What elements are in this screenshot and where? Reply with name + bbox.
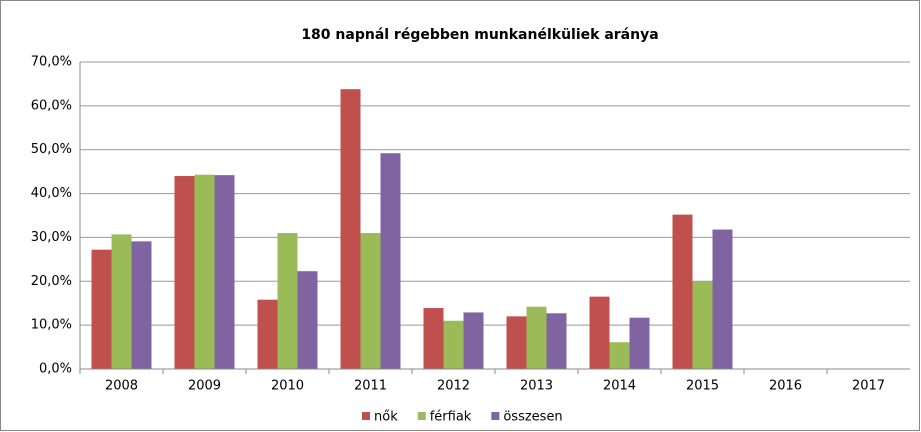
bar xyxy=(692,281,713,369)
y-tick-label: 0,0% xyxy=(39,362,72,377)
chart-title: 180 napnál régebben munkanélküliek arány… xyxy=(301,27,658,43)
bar xyxy=(91,249,112,369)
legend-label: nők xyxy=(374,410,398,425)
bar xyxy=(111,234,132,369)
bar xyxy=(214,175,235,369)
legend-label: férfiak xyxy=(430,410,472,425)
legend-swatch xyxy=(491,412,500,420)
x-tick-label: 2013 xyxy=(520,379,553,394)
bar xyxy=(277,233,298,369)
bar xyxy=(131,241,152,369)
bar xyxy=(257,299,278,369)
bar xyxy=(423,308,444,369)
bar xyxy=(443,320,464,369)
y-tick-label: 20,0% xyxy=(31,274,72,289)
bar xyxy=(629,317,650,369)
bar xyxy=(174,176,195,369)
x-tick-label: 2008 xyxy=(105,379,138,394)
x-tick-label: 2017 xyxy=(852,379,885,394)
x-tick-label: 2011 xyxy=(354,379,387,394)
y-tick-label: 50,0% xyxy=(31,142,72,157)
bar xyxy=(360,233,381,369)
bar xyxy=(672,214,693,369)
bar xyxy=(463,312,484,369)
legend-swatch xyxy=(362,412,370,420)
y-tick-label: 70,0% xyxy=(31,55,72,70)
y-tick-label: 10,0% xyxy=(31,318,72,333)
x-tick-label: 2016 xyxy=(769,379,802,394)
bar xyxy=(712,229,733,369)
bar xyxy=(194,174,215,369)
legend-swatch xyxy=(417,412,426,420)
x-tick-label: 2010 xyxy=(271,379,304,394)
x-tick-label: 2009 xyxy=(188,379,221,394)
bar xyxy=(609,342,630,369)
x-tick-label: 2012 xyxy=(437,379,470,394)
x-tick-label: 2014 xyxy=(603,379,636,394)
bar xyxy=(380,153,401,369)
bar xyxy=(526,306,547,369)
bar xyxy=(546,313,567,369)
bar xyxy=(340,89,361,369)
bar xyxy=(506,316,527,369)
bar xyxy=(589,296,610,369)
legend-label: összesen xyxy=(503,410,562,425)
y-tick-label: 60,0% xyxy=(31,98,72,113)
y-tick-label: 30,0% xyxy=(31,230,72,245)
bar xyxy=(297,271,318,369)
y-tick-label: 40,0% xyxy=(31,186,72,201)
x-tick-label: 2015 xyxy=(686,379,719,394)
